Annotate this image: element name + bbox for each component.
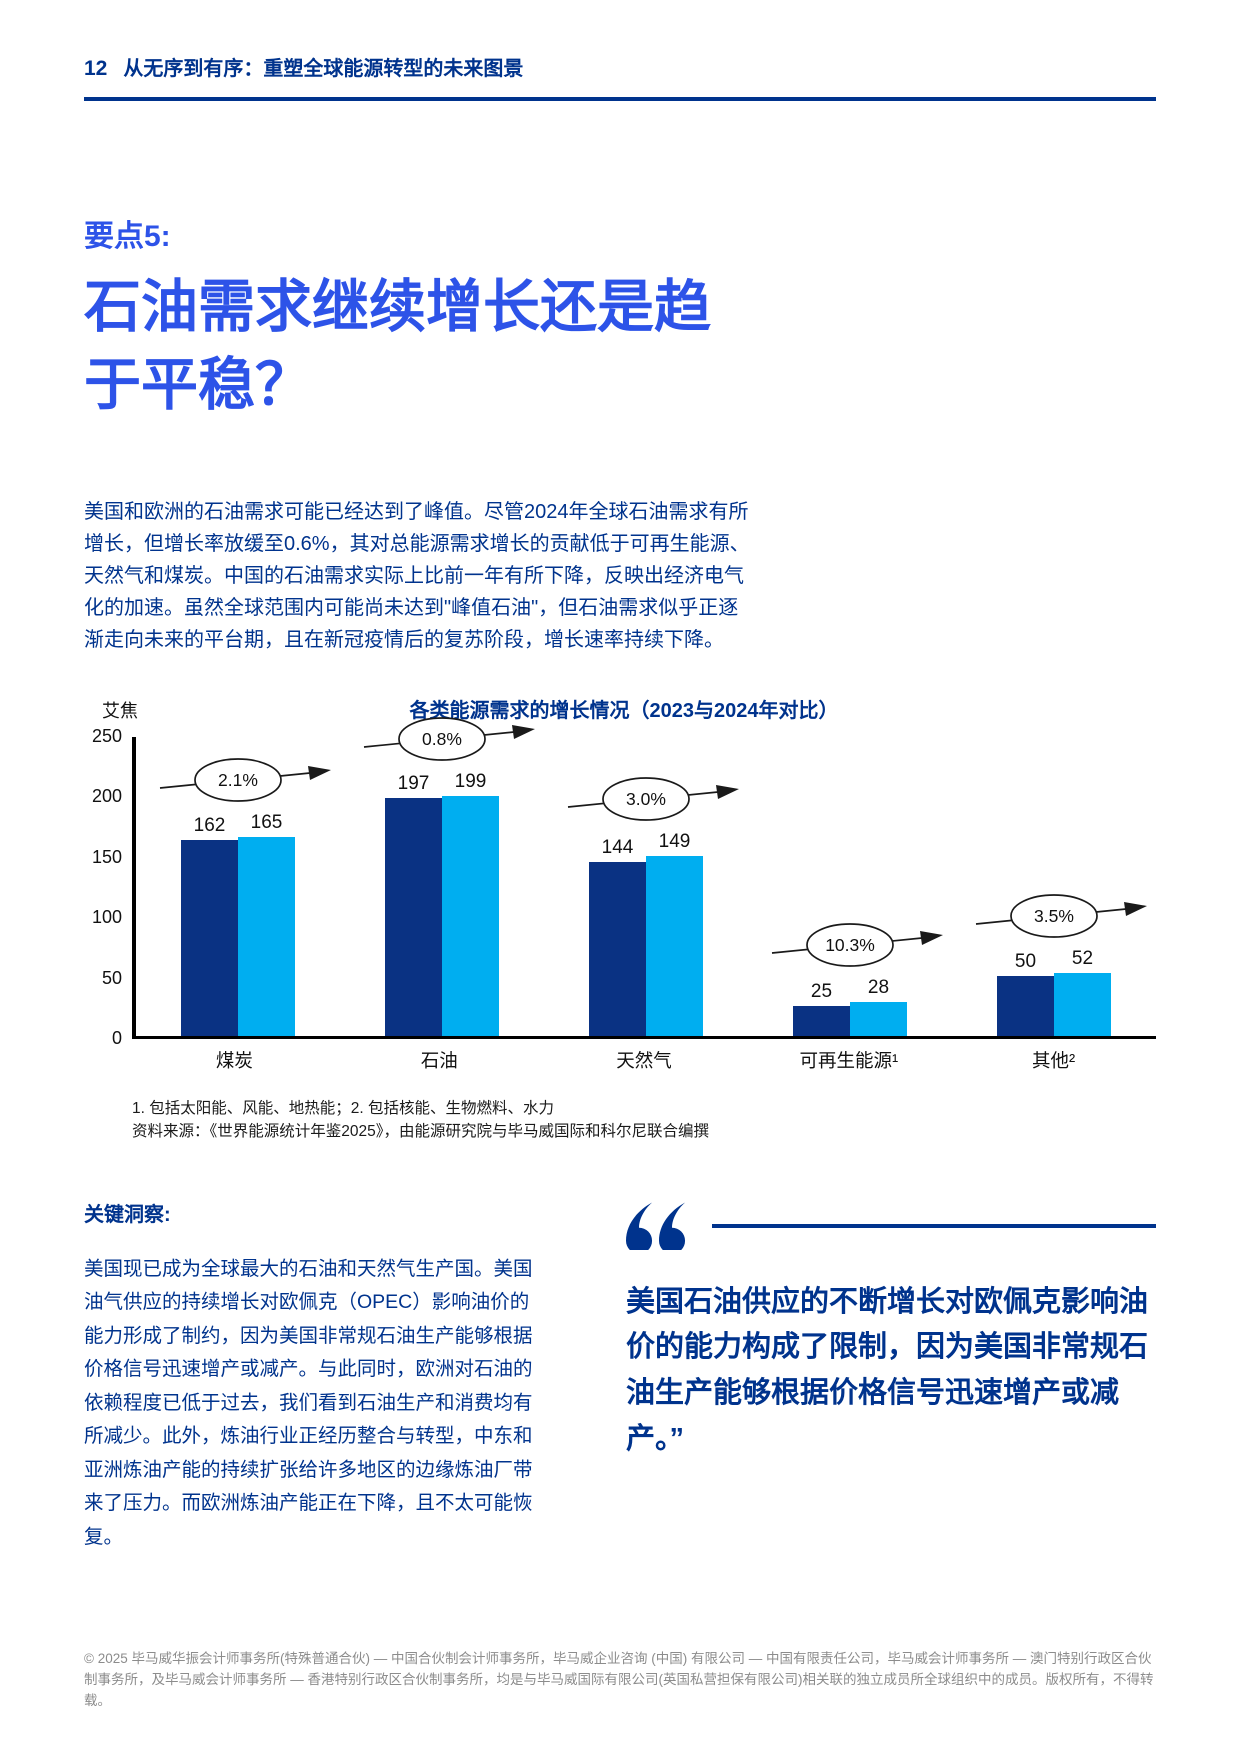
key-insight-heading: 关键洞察: bbox=[84, 1203, 171, 1226]
bar-column: 144 bbox=[589, 837, 646, 1037]
bar-column: 199 bbox=[442, 770, 499, 1037]
y-tick-label: 200 bbox=[91, 786, 122, 807]
bar-value-label: 199 bbox=[454, 770, 487, 792]
bar-column: 28 bbox=[850, 977, 907, 1037]
y-tick-label: 50 bbox=[101, 967, 122, 988]
y-axis: 250 200 150 100 50 0 bbox=[84, 726, 132, 1048]
bar-group: 144 149 3.0% bbox=[544, 737, 748, 1037]
chart-footnote: 1. 包括太阳能、风能、地热能；2. 包括核能、生物燃料、水力 bbox=[132, 1100, 554, 1118]
x-axis-labels: 煤炭 石油 天然气 可再生能源¹ 其他² bbox=[132, 1047, 1156, 1073]
bar-2023 bbox=[997, 975, 1054, 1037]
bar-2023 bbox=[589, 862, 646, 1037]
bar-value-label: 25 bbox=[810, 980, 833, 1002]
bar-group: 25 28 10.3% bbox=[748, 737, 952, 1037]
intro-paragraph: 美国和欧洲的石油需求可能已经达到了峰值。尽管2024年全球石油需求有所增长，但增… bbox=[84, 501, 750, 652]
bar-column: 165 bbox=[238, 811, 295, 1037]
chart-source: 资料来源：《世界能源统计年鉴2025》，由能源研究院与毕马威国际和科尔尼联合编撰 bbox=[132, 1123, 709, 1141]
key-insight-block: 关键洞察: 美国现已成为全球最大的石油和天然气生产国。美国油气供应的持续增长对欧… bbox=[84, 1198, 542, 1555]
chart-body: 250 200 150 100 50 0 162 165 2.1% 197 199 0.8% 144 1… bbox=[84, 716, 1156, 1048]
svg-text:0.8%: 0.8% bbox=[422, 729, 462, 749]
page-header: 12 从无序到有序：重塑全球能源转型的未来图景 bbox=[84, 52, 1156, 81]
bar-2024 bbox=[442, 795, 499, 1037]
pull-quote-block: 美国石油供应的不断增长对欧佩克影响油价的能力构成了限制，因为美国非常规石油生产能… bbox=[626, 1198, 1156, 1555]
bar-group: 50 52 3.5% bbox=[952, 737, 1156, 1037]
header-title: 从无序到有序：重塑全球能源转型的未来图景 bbox=[123, 58, 524, 80]
y-tick-label: 0 bbox=[111, 1028, 122, 1049]
bar-value-label: 144 bbox=[601, 837, 634, 859]
y-tick-label: 100 bbox=[91, 907, 122, 928]
bar-column: 52 bbox=[1054, 948, 1111, 1037]
growth-rate-annotation: 10.3% bbox=[770, 922, 948, 970]
bar-value-label: 52 bbox=[1071, 948, 1094, 970]
bar-value-label: 50 bbox=[1014, 950, 1037, 972]
bar-2024 bbox=[646, 856, 703, 1037]
growth-rate-annotation: 2.1% bbox=[158, 757, 336, 805]
y-tick-label: 150 bbox=[91, 846, 122, 867]
legal-footer: © 2025 毕马威华振会计师事务所(特殊普通合伙) — 中国合伙制会计师事务所… bbox=[84, 1651, 1154, 1709]
y-tick-label: 250 bbox=[91, 726, 122, 747]
section-title: 石油需求继续增长还是趋于平稳？ bbox=[84, 275, 711, 417]
y-axis-unit-label: 艾焦 bbox=[102, 701, 138, 722]
bar-column: 50 bbox=[997, 950, 1054, 1037]
chart-title: 各类能源需求的增长情况（2023与2024年对比） bbox=[409, 700, 839, 723]
section-kicker: 要点5: bbox=[84, 220, 171, 253]
energy-demand-chart: 艾焦 各类能源需求的增长情况（2023与2024年对比） 250 200 150 10… bbox=[84, 694, 1156, 1144]
key-insight-body: 美国现已成为全球最大的石油和天然气生产国。美国油气供应的持续增长对欧佩克（OPE… bbox=[84, 1257, 533, 1548]
bar-column: 162 bbox=[181, 815, 238, 1037]
bar-value-label: 162 bbox=[193, 815, 226, 837]
two-column-section: 关键洞察: 美国现已成为全球最大的石油和天然气生产国。美国油气供应的持续增长对欧… bbox=[84, 1198, 1156, 1555]
x-axis-label: 可再生能源¹ bbox=[799, 1050, 899, 1072]
x-axis-label: 其他² bbox=[1032, 1050, 1076, 1072]
bar-group: 197 199 0.8% bbox=[340, 716, 544, 1037]
bar-column: 197 bbox=[385, 773, 442, 1037]
svg-text:2.1%: 2.1% bbox=[218, 770, 258, 790]
chart-plot: 162 165 2.1% 197 199 0.8% 144 149 3.0% 25 28 10.3% 5… bbox=[132, 716, 1156, 1040]
svg-text:10.3%: 10.3% bbox=[825, 935, 875, 955]
svg-text:3.0%: 3.0% bbox=[626, 789, 666, 809]
bar-2023 bbox=[385, 798, 442, 1037]
bar-2024 bbox=[850, 1002, 907, 1037]
bar-value-label: 165 bbox=[250, 811, 283, 833]
x-axis-label: 石油 bbox=[420, 1050, 458, 1072]
svg-text:3.5%: 3.5% bbox=[1034, 906, 1074, 926]
quote-text: 美国石油供应的不断增长对欧佩克影响油价的能力构成了限制，因为美国非常规石油生产能… bbox=[626, 1285, 1149, 1455]
bar-2024 bbox=[1054, 973, 1111, 1037]
bar-2023 bbox=[793, 1005, 850, 1037]
x-axis-label: 天然气 bbox=[616, 1050, 672, 1072]
bar-value-label: 197 bbox=[397, 773, 430, 795]
x-axis-label: 煤炭 bbox=[215, 1050, 253, 1072]
growth-rate-annotation: 3.0% bbox=[566, 776, 744, 824]
bar-value-label: 28 bbox=[867, 977, 890, 999]
quotation-marks-icon bbox=[626, 1202, 686, 1250]
page-number: 12 bbox=[84, 57, 108, 80]
bar-2023 bbox=[181, 840, 238, 1037]
bar-value-label: 149 bbox=[658, 831, 691, 853]
bar-group: 162 165 2.1% bbox=[136, 737, 340, 1037]
bar-column: 149 bbox=[646, 831, 703, 1037]
growth-rate-annotation: 3.5% bbox=[974, 893, 1152, 941]
header-rule bbox=[84, 97, 1156, 101]
chart-header: 艾焦 各类能源需求的增长情况（2023与2024年对比） bbox=[84, 694, 1156, 723]
quote-header bbox=[626, 1202, 1156, 1250]
bar-column: 25 bbox=[793, 980, 850, 1037]
quote-rule bbox=[712, 1223, 1156, 1228]
bar-2024 bbox=[238, 836, 295, 1037]
